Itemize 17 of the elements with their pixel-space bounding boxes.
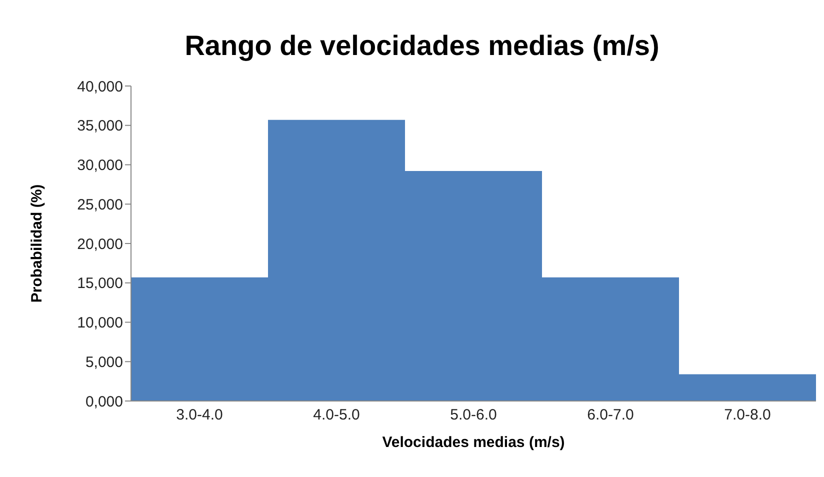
y-tick-label: 0,000	[85, 393, 123, 410]
y-tick-label: 30,000	[77, 157, 123, 174]
x-axis-title: Velocidades medias (m/s)	[382, 434, 565, 451]
y-tick-label: 5,000	[85, 354, 123, 371]
y-tick-label: 35,000	[77, 118, 123, 135]
y-tick-label: 15,000	[77, 275, 123, 292]
x-tick-label: 4.0-5.0	[313, 406, 360, 424]
y-axis-title: Probabilidad (%)	[28, 184, 46, 303]
x-tick-label: 7.0-8.0	[724, 406, 771, 424]
x-tick-label: 5.0-6.0	[450, 406, 497, 424]
y-tick-label: 25,000	[77, 196, 123, 214]
y-tick-label: 20,000	[77, 236, 123, 253]
x-tick-label: 3.0-4.0	[176, 406, 223, 424]
y-tick-label: 40,000	[77, 78, 123, 96]
y-tick-label: 10,000	[77, 314, 123, 332]
chart-title: Rango de velocidades medias (m/s)	[184, 29, 660, 61]
x-tick-label: 6.0-7.0	[587, 406, 634, 424]
